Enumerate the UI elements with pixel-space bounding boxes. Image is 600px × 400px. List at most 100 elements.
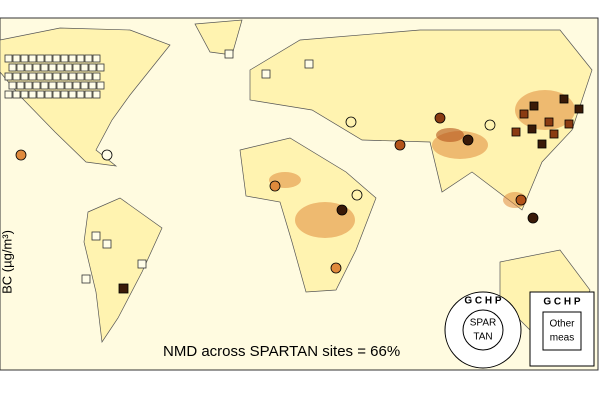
site-square <box>20 54 29 63</box>
site-square <box>102 239 112 249</box>
site-square <box>32 81 41 90</box>
site-square <box>88 63 97 72</box>
site-square <box>511 127 521 137</box>
site-square <box>44 54 53 63</box>
site-square <box>28 72 37 81</box>
annotation: NMD across SPARTAN sites = 66% <box>163 343 400 360</box>
site-square <box>4 72 13 81</box>
site-square <box>64 63 73 72</box>
site-square <box>92 72 101 81</box>
site-square <box>527 124 537 134</box>
legend-inner-label: meas <box>550 333 574 344</box>
site-square <box>20 90 29 99</box>
site-square <box>261 69 271 79</box>
site-square <box>574 104 584 114</box>
site-circle <box>269 180 281 192</box>
site-square <box>81 274 91 284</box>
legend-outer-label: G C H P <box>464 296 502 307</box>
site-square <box>40 81 49 90</box>
site-circle <box>345 116 357 128</box>
site-square <box>72 63 81 72</box>
site-square <box>564 119 574 129</box>
site-square <box>8 81 17 90</box>
eurasia <box>249 29 593 211</box>
site-square <box>48 63 57 72</box>
site-square <box>32 63 41 72</box>
site-markers <box>4 49 584 294</box>
site-square <box>84 90 93 99</box>
site-square <box>60 90 69 99</box>
site-square <box>16 81 25 90</box>
site-square <box>137 259 147 269</box>
site-circle <box>515 194 527 206</box>
site-square <box>12 54 21 63</box>
site-square <box>24 63 33 72</box>
site-circle <box>15 149 27 161</box>
site-circle <box>484 119 496 131</box>
legend-inner-label: SPAR <box>470 318 497 329</box>
site-square <box>118 283 129 294</box>
site-circle <box>394 139 406 151</box>
site-square <box>549 129 559 139</box>
site-square <box>84 54 93 63</box>
site-square <box>12 72 21 81</box>
site-square <box>76 54 85 63</box>
legend-square: G C H P Other meas <box>529 291 595 367</box>
site-square <box>88 81 97 90</box>
legend-inner-label: Other <box>549 319 575 330</box>
site-square <box>80 63 89 72</box>
legend-outer-label: G C H P <box>543 297 581 308</box>
site-square <box>52 72 61 81</box>
site-square <box>52 90 61 99</box>
legend-inner-circle <box>462 309 504 351</box>
site-square <box>91 231 101 241</box>
site-square <box>28 90 37 99</box>
site-square <box>44 72 53 81</box>
site-circle <box>336 204 348 216</box>
site-square <box>537 139 547 149</box>
site-square <box>92 54 101 63</box>
site-square <box>559 94 569 104</box>
site-square <box>12 90 21 99</box>
site-square <box>92 90 101 99</box>
site-square <box>56 63 65 72</box>
site-square <box>68 54 77 63</box>
site-circle <box>434 112 446 124</box>
south-america <box>83 197 163 343</box>
site-square <box>64 81 73 90</box>
site-square <box>304 59 314 69</box>
site-square <box>60 72 69 81</box>
site-circle <box>462 134 474 146</box>
legend-inner-square <box>542 311 582 351</box>
site-square <box>224 49 234 59</box>
site-circle <box>527 212 539 224</box>
site-square <box>20 72 29 81</box>
site-square <box>519 109 529 119</box>
site-square <box>4 54 13 63</box>
site-square <box>68 72 77 81</box>
site-square <box>60 54 69 63</box>
site-square <box>8 63 17 72</box>
site-square <box>48 81 57 90</box>
hotspot <box>436 128 464 142</box>
site-circle <box>351 189 363 201</box>
site-square <box>36 90 45 99</box>
site-square <box>76 72 85 81</box>
site-square <box>56 81 65 90</box>
site-square <box>16 63 25 72</box>
legend-circle: G C H P SPAR TAN <box>444 291 522 369</box>
site-square <box>68 90 77 99</box>
site-square <box>44 90 53 99</box>
site-square <box>24 81 33 90</box>
site-square <box>52 54 61 63</box>
site-square <box>40 63 49 72</box>
site-square <box>96 81 105 90</box>
site-square <box>36 72 45 81</box>
site-circle <box>101 149 113 161</box>
site-square <box>28 54 37 63</box>
site-square <box>96 63 105 72</box>
site-square <box>72 81 81 90</box>
site-square <box>36 54 45 63</box>
site-circle <box>330 262 342 274</box>
